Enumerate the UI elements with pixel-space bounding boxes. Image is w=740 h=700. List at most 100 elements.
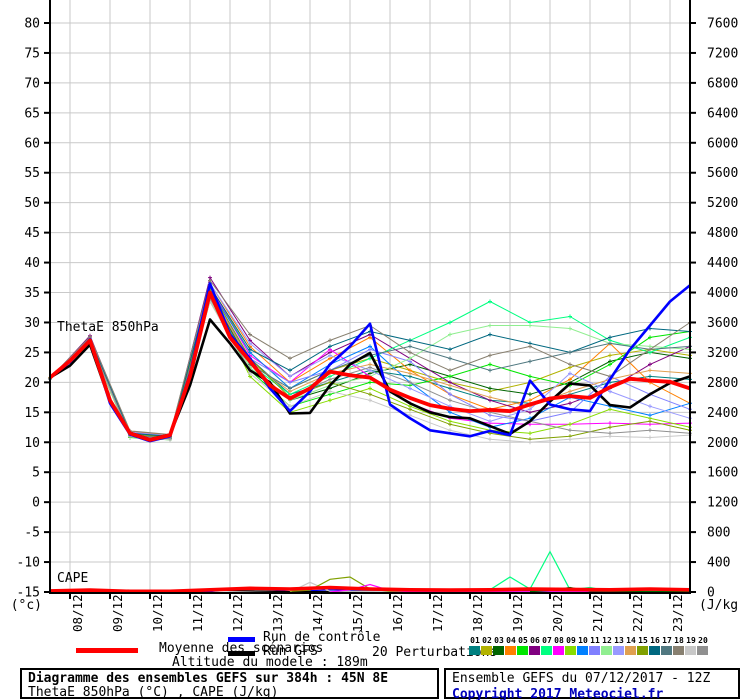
svg-text:-5: -5 [24,526,40,541]
perturbation-key-02: 02 [481,636,493,655]
svg-text:-10: -10 [17,556,40,571]
svg-text:0: 0 [707,586,715,601]
perturbation-key-swatch [661,646,672,655]
svg-text:80: 80 [24,17,40,32]
perturbation-key-18: 18 [673,636,685,655]
ensemble-chart-canvas: 80757065605550454035302520151050-5-10-15… [11,0,740,632]
perturbation-key-swatch [565,646,576,655]
chart-title: Diagramme des ensembles GEFS sur 384h : … [28,671,389,686]
svg-text:6800: 6800 [707,76,738,91]
perturbation-key-07: 07 [541,636,553,655]
perturbations-color-key: 01 02 03 04 05 06 07 08 09 10 11 12 13 14 15 16 17 18 19 20 [469,636,709,655]
perturbation-key-15: 15 [637,636,649,655]
x-tick-label: 16/12 [390,594,405,632]
perturbation-key-number: 05 [518,636,528,645]
ensemble-mean-line [48,290,691,442]
perturbation-key-swatch [577,646,588,655]
x-tick-label: 19/12 [510,594,525,632]
svg-text:(J/kg): (J/kg) [699,598,740,613]
perturbation-key-number: 10 [578,636,588,645]
perturbation-key-swatch [613,646,624,655]
x-tick-label: 10/12 [150,594,165,632]
x-tick-label: 20/12 [550,594,565,632]
perturbation-key-11: 11 [589,636,601,655]
perturbation-key-swatch [493,646,504,655]
perturbation-key-number: 18 [674,636,684,645]
x-tick-label: 17/12 [430,594,445,632]
axes [44,0,696,599]
svg-text:1200: 1200 [707,496,738,511]
perturbation-key-number: 02 [482,636,492,645]
x-tick-label: 13/12 [270,594,285,632]
perturbation-lines [48,275,692,445]
perturbation-key-number: 15 [638,636,648,645]
control-run-line [49,282,691,443]
perturbation-key-05: 05 [517,636,529,655]
cape-member-lines [49,550,691,593]
svg-text:6000: 6000 [707,136,738,151]
perturbation-key-09: 09 [565,636,577,655]
perturbation-key-swatch [625,646,636,655]
x-tick-label: 14/12 [310,594,325,632]
cape-member-15 [289,576,691,593]
svg-text:40: 40 [24,256,40,271]
svg-text:20: 20 [24,376,40,391]
chart-parameters: ThetaE 850hPa (°C) , CAPE (J/kg) [28,685,279,700]
cape-member-07 [469,550,691,593]
perturbation-key-number: 04 [506,636,516,645]
grid-lines [50,0,690,593]
x-tick-label: 23/12 [670,594,685,632]
svg-text:2800: 2800 [707,376,738,391]
svg-text:0: 0 [32,496,40,511]
perturbation-key-swatch [589,646,600,655]
svg-text:4400: 4400 [707,256,738,271]
copyright-label: Copyright 2017 Meteociel.fr [452,687,664,700]
perturbation-key-20: 20 [697,636,709,655]
perturbation-key-number: 08 [554,636,564,645]
x-tick-label: 11/12 [190,594,205,632]
gfs-line-swatch [228,651,255,656]
perturbation-key-swatch [529,646,540,655]
perturbation-key-10: 10 [577,636,589,655]
perturbation-key-number: 13 [614,636,624,645]
run-info-box: Ensemble GEFS du 07/12/2017 - 12Z Copyri… [444,668,740,700]
perturbation-key-number: 16 [650,636,660,645]
perturbation-key-16: 16 [649,636,661,655]
perturbations-count-label: 20 Perturbations [372,645,498,660]
perturbation-key-swatch [673,646,684,655]
perturbation-key-swatch [649,646,660,655]
svg-text:15: 15 [24,406,40,421]
x-tick-label: 21/12 [590,594,605,632]
svg-text:2000: 2000 [707,436,738,451]
mean-line-swatch [76,648,138,653]
svg-text:2400: 2400 [707,406,738,421]
perturbation-key-01: 01 [469,636,481,655]
svg-text:5200: 5200 [707,196,738,211]
perturbation-key-number: 17 [662,636,672,645]
svg-text:65: 65 [24,106,40,121]
run-date-label: Ensemble GEFS du 07/12/2017 - 12Z [452,671,711,686]
svg-text:4000: 4000 [707,286,738,301]
perturbation-key-swatch [685,646,696,655]
perturbation-key-12: 12 [601,636,613,655]
perturbation-key-06: 06 [529,636,541,655]
svg-text:55: 55 [24,166,40,181]
perturbation-key-13: 13 [613,636,625,655]
svg-text:35: 35 [24,286,40,301]
x-tick-label: 12/12 [230,594,245,632]
svg-text:-15: -15 [17,586,40,601]
svg-text:50: 50 [24,196,40,211]
perturbation-key-swatch [541,646,552,655]
svg-text:ThetaE 850hPa: ThetaE 850hPa [57,320,159,335]
svg-text:400: 400 [707,556,730,571]
svg-text:7600: 7600 [707,17,738,32]
svg-text:(°c): (°c) [11,598,42,613]
x-tick-label: 18/12 [470,594,485,632]
perturbation-key-03: 03 [493,636,505,655]
model-altitude-label: Altitude du modele : 189m [172,655,368,670]
perturbation-key-14: 14 [625,636,637,655]
perturbation-key-number: 01 [470,636,480,645]
svg-text:3200: 3200 [707,346,738,361]
x-tick-label: 09/12 [110,594,125,632]
